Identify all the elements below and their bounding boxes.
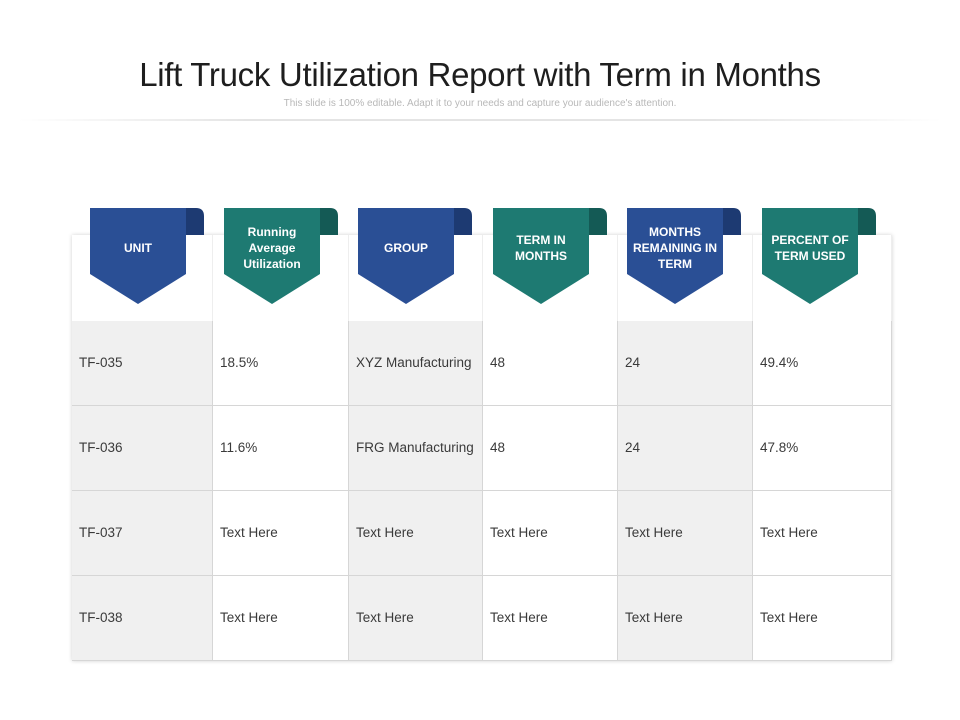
table-cell: Text Here [618, 576, 753, 661]
slide-title: Lift Truck Utilization Report with Term … [139, 56, 821, 93]
table-cell: TF-036 [72, 406, 213, 491]
table-cell: Text Here [483, 491, 618, 576]
column-header-label: Running Average Utilization [243, 225, 301, 271]
table-cell: 18.5% [213, 321, 349, 406]
table-cell: 24 [618, 321, 753, 406]
table-cell: Text Here [483, 576, 618, 661]
table-cell: 47.8% [753, 406, 892, 491]
slide-subtitle: This slide is 100% editable. Adapt it to… [283, 98, 677, 109]
ribbon-shape [762, 208, 876, 304]
ribbon-shape [224, 208, 338, 304]
header-cell [72, 235, 213, 321]
table-cell: TF-037 [72, 491, 213, 576]
table-row: TF-036 11.6% FRG Manufacturing 48 24 47.8% [72, 406, 892, 491]
table-cell: Text Here [753, 576, 892, 661]
table-row: TF-038 Text Here Text Here Text Here Text He… [72, 576, 892, 661]
table-cell: Text Here [349, 491, 483, 576]
table-cell: Text Here [618, 491, 753, 576]
table-cell: FRG Manufacturing [349, 406, 483, 491]
header-cell [483, 235, 618, 321]
table-cell: XYZ Manufacturing [349, 321, 483, 406]
table-cell: Text Here [213, 491, 349, 576]
column-header-tag: UNIT [90, 208, 204, 304]
table-header-row [72, 235, 892, 321]
column-header-label: MONTHS REMAINING IN TERM [633, 225, 717, 271]
table-cell: TF-038 [72, 576, 213, 661]
header-cell [618, 235, 753, 321]
header-cell [349, 235, 483, 321]
ribbon-shape [358, 208, 472, 304]
title-divider [18, 119, 942, 121]
table-cell: 49.4% [753, 321, 892, 406]
ribbon-shape [90, 208, 204, 304]
table-cell: TF-035 [72, 321, 213, 406]
table-cell: 48 [483, 406, 618, 491]
ribbon-shape [493, 208, 607, 304]
column-header-label: UNIT [124, 241, 152, 255]
header-cell [213, 235, 349, 321]
header-cell [753, 235, 892, 321]
column-header-tag: GROUP [358, 208, 472, 304]
column-header-tag: Running Average Utilization [224, 208, 338, 304]
table-cell: 48 [483, 321, 618, 406]
column-header-tag: MONTHS REMAINING IN TERM [627, 208, 741, 304]
report-table: TF-035 18.5% XYZ Manufacturing 48 24 49.4% TF-… [72, 235, 892, 661]
table-cell: Text Here [753, 491, 892, 576]
table-row: TF-037 Text Here Text Here Text Here Text He… [72, 491, 892, 576]
table-cell: Text Here [349, 576, 483, 661]
table-cell: Text Here [213, 576, 349, 661]
column-header-label: TERM IN MONTHS [515, 233, 567, 263]
column-header-tag: TERM IN MONTHS [493, 208, 607, 304]
table-cell: 24 [618, 406, 753, 491]
ribbon-shape [627, 208, 741, 304]
table-row: TF-035 18.5% XYZ Manufacturing 48 24 49.4% [72, 321, 892, 406]
table-cell: 11.6% [213, 406, 349, 491]
column-header-label: PERCENT OF TERM USED [771, 233, 849, 263]
column-header-tag: PERCENT OF TERM USED [762, 208, 876, 304]
column-header-label: GROUP [383, 241, 428, 255]
